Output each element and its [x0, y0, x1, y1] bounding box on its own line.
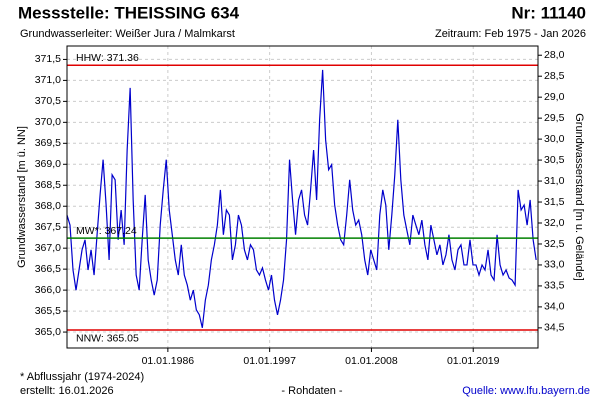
y2-axis-label: Grundwasserstand [m u. Gelände]	[573, 113, 585, 281]
chart-title: Messstelle: THEISSING 634	[18, 3, 240, 22]
y-tick-label: 367,0	[35, 242, 61, 254]
period: Zeitraum: Feb 1975 - Jan 2026	[435, 28, 586, 40]
x-tick-label: 01.01.2008	[345, 355, 398, 367]
y2-tick-label: 29,5	[544, 112, 565, 124]
y-tick-label: 366,5	[35, 263, 61, 275]
y2-tick-label: 31,0	[544, 175, 565, 187]
x-tick-label: 01.01.1986	[142, 355, 195, 367]
source: Quelle: www.lfu.bayern.de	[462, 385, 590, 397]
series-line	[66, 69, 537, 329]
y2-tick-label: 32,5	[544, 238, 565, 250]
y-tick-label: 370,0	[35, 116, 61, 128]
y-tick-label: 369,5	[35, 137, 61, 149]
y-tick-label: 366,0	[35, 284, 61, 296]
y-axis-label: Grundwasserstand [m ü. NN]	[16, 126, 28, 268]
y-tick-label: 368,5	[35, 179, 61, 191]
y2-tick-label: 32,0	[544, 217, 565, 229]
y2-tick-label: 34,0	[544, 301, 565, 313]
reference-label: MW*: 367.24	[76, 225, 137, 237]
y2-tick-label: 31,5	[544, 196, 565, 208]
x-tick-label: 01.01.1997	[243, 355, 296, 367]
y2-tick-label: 33,0	[544, 259, 565, 271]
y-tick-label: 365,5	[35, 305, 61, 317]
y-tick-label: 371,5	[35, 53, 61, 65]
y2-tick-label: 29,0	[544, 91, 565, 103]
y-tick-label: 368,0	[35, 200, 61, 212]
footnote: * Abflussjahr (1974-2024)	[20, 371, 144, 383]
y2-tick-label: 30,0	[544, 133, 565, 145]
y2-tick-label: 28,5	[544, 70, 565, 82]
plot-frame	[66, 45, 539, 349]
y-tick-label: 365,0	[35, 326, 61, 338]
y-tick-label: 369,0	[35, 158, 61, 170]
created: erstellt: 16.01.2026	[20, 385, 114, 397]
y-tick-label: 371,0	[35, 74, 61, 86]
reference-label: NNW: 365.05	[76, 333, 139, 345]
y2-tick-label: 33,5	[544, 280, 565, 292]
y2-tick-label: 34,5	[544, 322, 565, 334]
y-tick-label: 367,5	[35, 221, 61, 233]
data-note: - Rohdaten -	[281, 385, 342, 397]
station-number: Nr: 11140	[511, 3, 586, 22]
x-tick-label: 01.01.2019	[447, 355, 500, 367]
subtitle: Grundwasserleiter: Weißer Jura / Malmkar…	[20, 28, 235, 40]
y-tick-label: 370,5	[35, 95, 61, 107]
reference-label: HHW: 371.36	[76, 52, 139, 64]
y2-tick-label: 30,5	[544, 154, 565, 166]
y2-tick-label: 28,0	[544, 49, 565, 61]
